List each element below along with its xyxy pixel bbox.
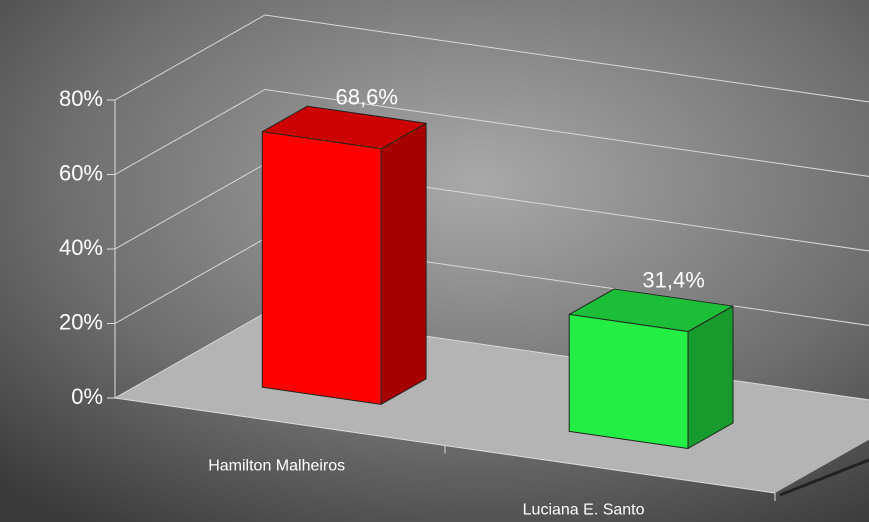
value-label: 68,6% [336,85,398,110]
y-tick-label: 80% [59,86,103,111]
grid-line [114,14,869,103]
x-tick-label: Hamilton Malheiros [208,457,345,474]
y-tick-label: 40% [59,235,103,260]
y-tick-label: 0% [71,384,103,409]
grid-line [114,88,869,177]
y-tick-label: 60% [59,160,103,185]
floor-shadow [779,458,869,497]
bar [568,288,734,449]
bar-front [568,313,689,449]
bar-front [261,131,382,405]
value-label: 31,4% [642,267,704,292]
bar-side [380,122,427,405]
bar [261,105,427,405]
y-tick-label: 20% [59,309,103,334]
x-tick-label: Luciana E. Santo [523,502,645,519]
